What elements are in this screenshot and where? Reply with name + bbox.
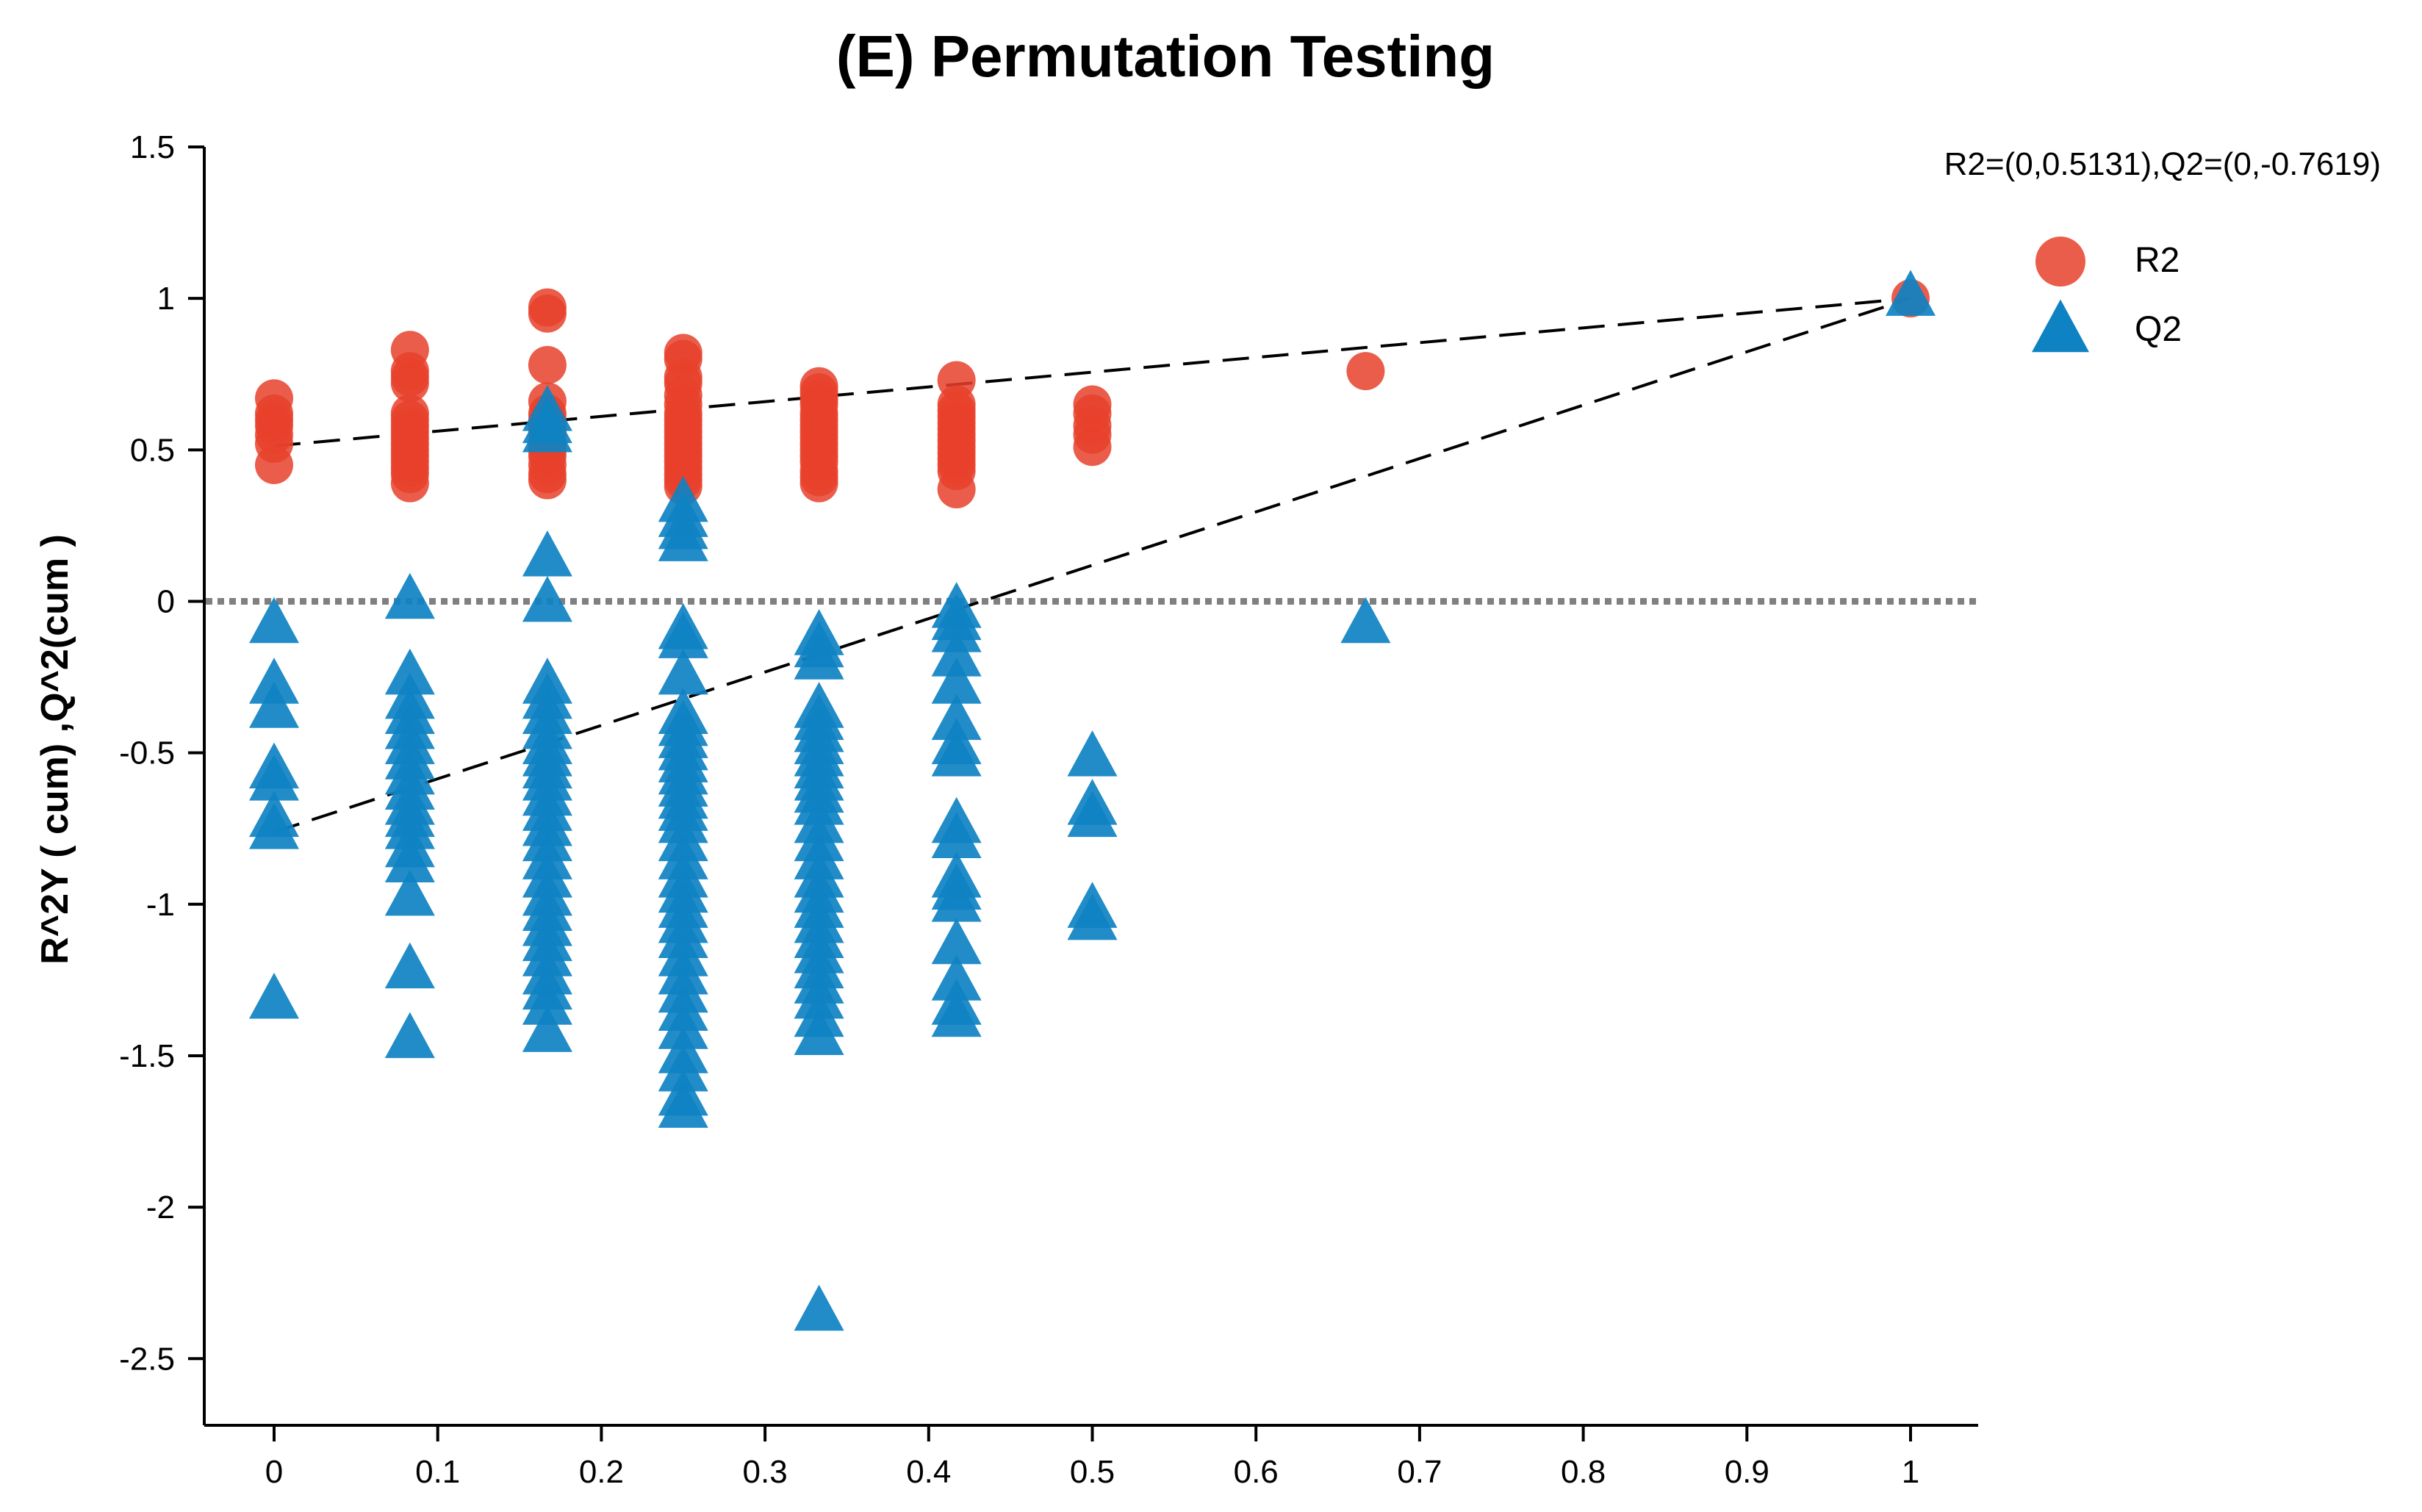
q2-point: [931, 918, 982, 965]
q2-series: [249, 270, 1936, 1331]
q2-point: [1886, 270, 1936, 316]
q2-point: [931, 658, 982, 704]
q2-point: [384, 572, 435, 619]
y-tick-label: -1.5: [119, 1038, 175, 1074]
q2-point: [1067, 893, 1118, 940]
y-tick-label: 0.5: [130, 432, 175, 468]
q2-point: [249, 972, 299, 1019]
q2-point: [658, 1003, 708, 1049]
legend-r2-marker: [2035, 237, 2085, 287]
r2-point: [1346, 352, 1385, 391]
r2-point: [390, 364, 429, 403]
legend-q2-marker: [2032, 299, 2089, 353]
r2-point: [255, 445, 293, 484]
y-tick-label: -0.5: [119, 735, 175, 771]
q2-point: [249, 658, 299, 704]
q2-point: [522, 406, 572, 453]
model-annotation: R2=(0,0.5131),Q2=(0,-0.7619): [1944, 146, 2381, 182]
q2-point: [1067, 791, 1118, 838]
x-tick-label: 0.5: [1070, 1454, 1115, 1490]
r2-point: [390, 464, 429, 503]
x-tick-label: 0.6: [1234, 1454, 1279, 1490]
x-tick-label: 0.9: [1725, 1454, 1769, 1490]
q2-point: [249, 803, 299, 849]
q2-point: [931, 812, 982, 858]
q2-point: [1067, 730, 1118, 777]
q2-point: [249, 682, 299, 728]
q2-point: [384, 648, 435, 695]
q2-point: [931, 730, 982, 777]
q2-point: [658, 612, 708, 658]
y-tick-label: 0: [157, 583, 175, 619]
x-tick-label: 0.1: [415, 1454, 460, 1490]
r2-point: [1073, 428, 1112, 467]
q2-point: [931, 954, 982, 1001]
x-tick-label: 0.4: [906, 1454, 951, 1490]
q2-point: [384, 942, 435, 989]
r2-point: [937, 469, 976, 508]
q2-point: [384, 869, 435, 916]
q2-point: [931, 694, 982, 741]
legend-q2-label: Q2: [2135, 310, 2182, 349]
x-tick-label: 0.7: [1397, 1454, 1442, 1490]
y-axis-label: R^2Y ( cum) ,Q^2(cum ): [34, 534, 76, 965]
x-tick-label: 0.8: [1561, 1454, 1606, 1490]
q2-point: [931, 630, 982, 677]
q2-point: [384, 1012, 435, 1059]
q2-point: [522, 979, 572, 1025]
x-tick-label: 0: [265, 1454, 283, 1490]
regression-line-r2: [273, 297, 1911, 447]
q2-point: [794, 1284, 844, 1331]
q2-point: [658, 1081, 708, 1128]
r2-point: [528, 345, 567, 384]
q2-point: [1340, 597, 1391, 644]
chart-title: (E) Permutation Testing: [836, 24, 1495, 89]
r2-point: [528, 461, 567, 500]
q2-point: [522, 530, 572, 577]
legend: R2 Q2: [2032, 237, 2182, 353]
r2-point: [799, 464, 838, 503]
r2-series: [255, 279, 1930, 508]
x-tick-label: 1: [1902, 1454, 1919, 1490]
x-tick-label: 0.2: [579, 1454, 624, 1490]
q2-point: [384, 836, 435, 882]
q2-point: [522, 575, 572, 622]
q2-point: [658, 515, 708, 561]
q2-point: [931, 990, 982, 1037]
q2-point: [794, 1009, 844, 1056]
x-tick-label: 0.3: [743, 1454, 788, 1490]
q2-point: [658, 648, 708, 695]
q2-point: [931, 606, 982, 652]
q2-point: [522, 1006, 572, 1052]
y-tick-label: -1: [146, 887, 175, 923]
y-tick-label: -2: [146, 1189, 175, 1225]
y-tick-label: 1: [157, 281, 175, 317]
axes: 1.5 1 0.5 0 -0.5 -1 -1.5 -2 -2.5 0 0.1 0.2 0.3 0.4 0.5…: [119, 129, 1978, 1490]
y-tick-label: -2.5: [119, 1341, 175, 1377]
q2-point: [658, 1045, 708, 1092]
q2-point: [794, 633, 844, 680]
q2-point: [931, 876, 982, 922]
r2-point: [528, 294, 567, 333]
y-tick-label: 1.5: [130, 129, 175, 165]
q2-point: [249, 597, 299, 644]
legend-r2-label: R2: [2135, 241, 2180, 280]
q2-point: [249, 755, 299, 801]
